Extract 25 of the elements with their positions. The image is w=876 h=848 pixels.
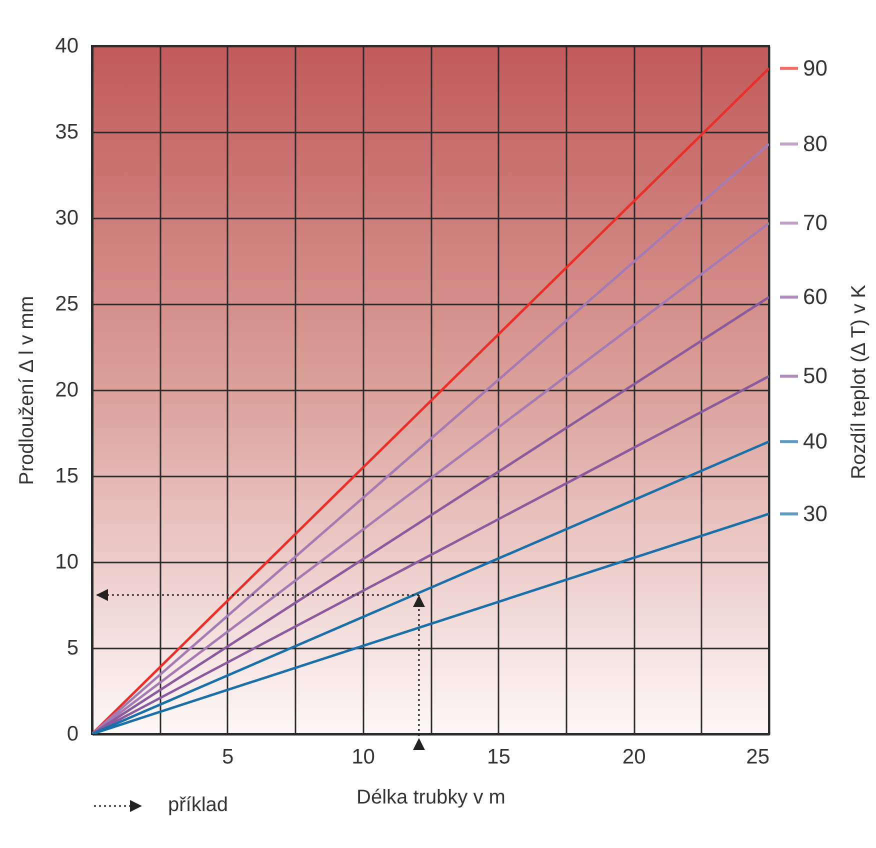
y-tick-label: 40 [55, 34, 78, 58]
y-tick-label: 35 [55, 120, 78, 144]
legend-label: 30 [803, 500, 828, 526]
y-tick-label: 10 [55, 550, 78, 574]
legend-label: 60 [803, 284, 828, 310]
legend-label: 80 [803, 131, 828, 156]
text: příklad [168, 794, 228, 817]
legend-label: 70 [803, 210, 828, 236]
y-tick-label: 0 [66, 722, 78, 746]
legend-label: 90 [803, 55, 828, 80]
x-axis-title: Délka trubky v m [356, 786, 506, 808]
x-tick-label: 5 [222, 746, 234, 768]
y-axis-title: Prodloužení Δ l v mm [16, 296, 38, 485]
y2-axis-title: Rozdíl teplot (Δ T) v K [848, 284, 870, 480]
legend-label: 50 [803, 363, 828, 388]
y-tick-label: 20 [55, 378, 78, 402]
y-tick-label: 30 [55, 206, 78, 230]
x-tick-label: 10 [352, 746, 375, 768]
y-tick-label: 15 [55, 464, 78, 488]
x-tick-label: 25 [746, 746, 770, 768]
x-tick-label: 15 [487, 746, 510, 768]
legend-label: 40 [803, 428, 828, 454]
x-tick-label: 20 [622, 746, 646, 768]
y-tick-label: 25 [55, 292, 78, 316]
y-tick-label: 5 [66, 636, 78, 660]
